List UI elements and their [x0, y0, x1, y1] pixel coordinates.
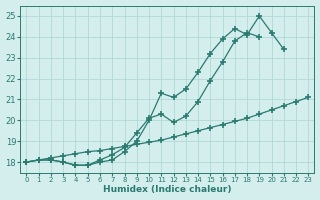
X-axis label: Humidex (Indice chaleur): Humidex (Indice chaleur): [103, 185, 232, 194]
